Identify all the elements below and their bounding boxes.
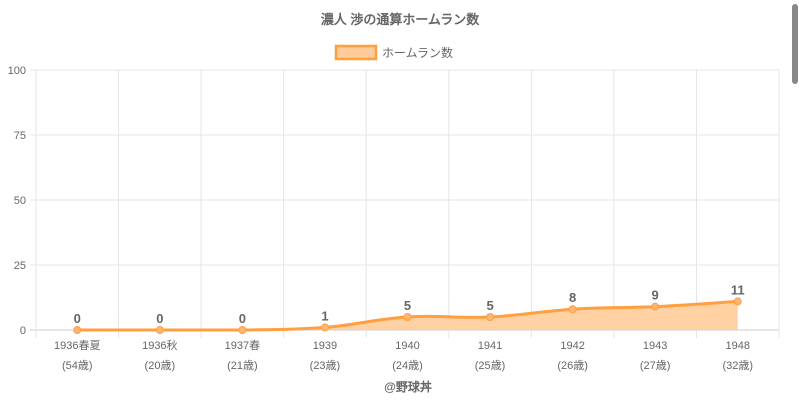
x-tick-sublabel: (54歳) — [62, 359, 93, 372]
x-tick-label: 1948 — [725, 340, 749, 352]
data-label: 0 — [74, 311, 81, 326]
y-tick-label: 100 — [8, 65, 26, 77]
y-tick-label: 75 — [14, 130, 26, 142]
data-point — [486, 313, 495, 321]
area-fill — [77, 301, 738, 330]
x-tick-sublabel: (25歳) — [475, 359, 506, 372]
data-label: 0 — [239, 311, 246, 326]
x-tick-label: 1941 — [478, 340, 502, 352]
y-tick-label: 50 — [14, 195, 26, 207]
data-point — [733, 297, 742, 306]
x-tick-label: 1936秋 — [142, 338, 177, 352]
x-tick-label: 1939 — [313, 340, 337, 352]
legend-swatch — [334, 44, 378, 61]
x-tick-label: 1942 — [560, 340, 584, 352]
data-label: 5 — [404, 298, 411, 313]
x-tick-sublabel: (21歳) — [227, 359, 258, 372]
x-tick-sublabel: (20歳) — [145, 359, 176, 372]
legend-label: ホームラン数 — [382, 45, 453, 60]
data-point — [568, 305, 577, 314]
data-label: 5 — [486, 298, 493, 313]
data-point — [73, 326, 82, 334]
y-tick-label: 0 — [20, 325, 26, 337]
x-tick-label: 1943 — [643, 340, 667, 352]
data-point — [651, 302, 660, 311]
x-tick-sublabel: (24歳) — [392, 359, 423, 372]
chart-title: 濃人 渉の通算ホームラン数 — [321, 12, 481, 27]
data-point — [238, 326, 247, 334]
data-point — [320, 323, 329, 332]
data-point — [403, 313, 412, 321]
legend[interactable]: ホームラン数 — [334, 44, 453, 61]
x-tick-sublabel: (32歳) — [722, 359, 753, 372]
data-label: 1 — [321, 308, 328, 323]
x-tick-label: 1936春夏 — [54, 339, 100, 352]
data-label: 11 — [731, 282, 745, 297]
x-tick-sublabel: (26歳) — [557, 359, 588, 372]
scrollbar[interactable] — [792, 4, 798, 84]
x-tick-label: 1937春 — [225, 339, 260, 352]
data-label: 0 — [156, 311, 163, 326]
x-tick-label: 1940 — [395, 340, 419, 352]
data-label: 8 — [569, 290, 576, 305]
x-tick-sublabel: (27歳) — [640, 359, 671, 372]
y-tick-label: 25 — [14, 260, 26, 272]
footer-credit: @野球丼 — [384, 379, 432, 394]
data-point — [155, 326, 164, 334]
x-tick-sublabel: (23歳) — [310, 359, 341, 372]
data-label: 9 — [652, 288, 659, 303]
